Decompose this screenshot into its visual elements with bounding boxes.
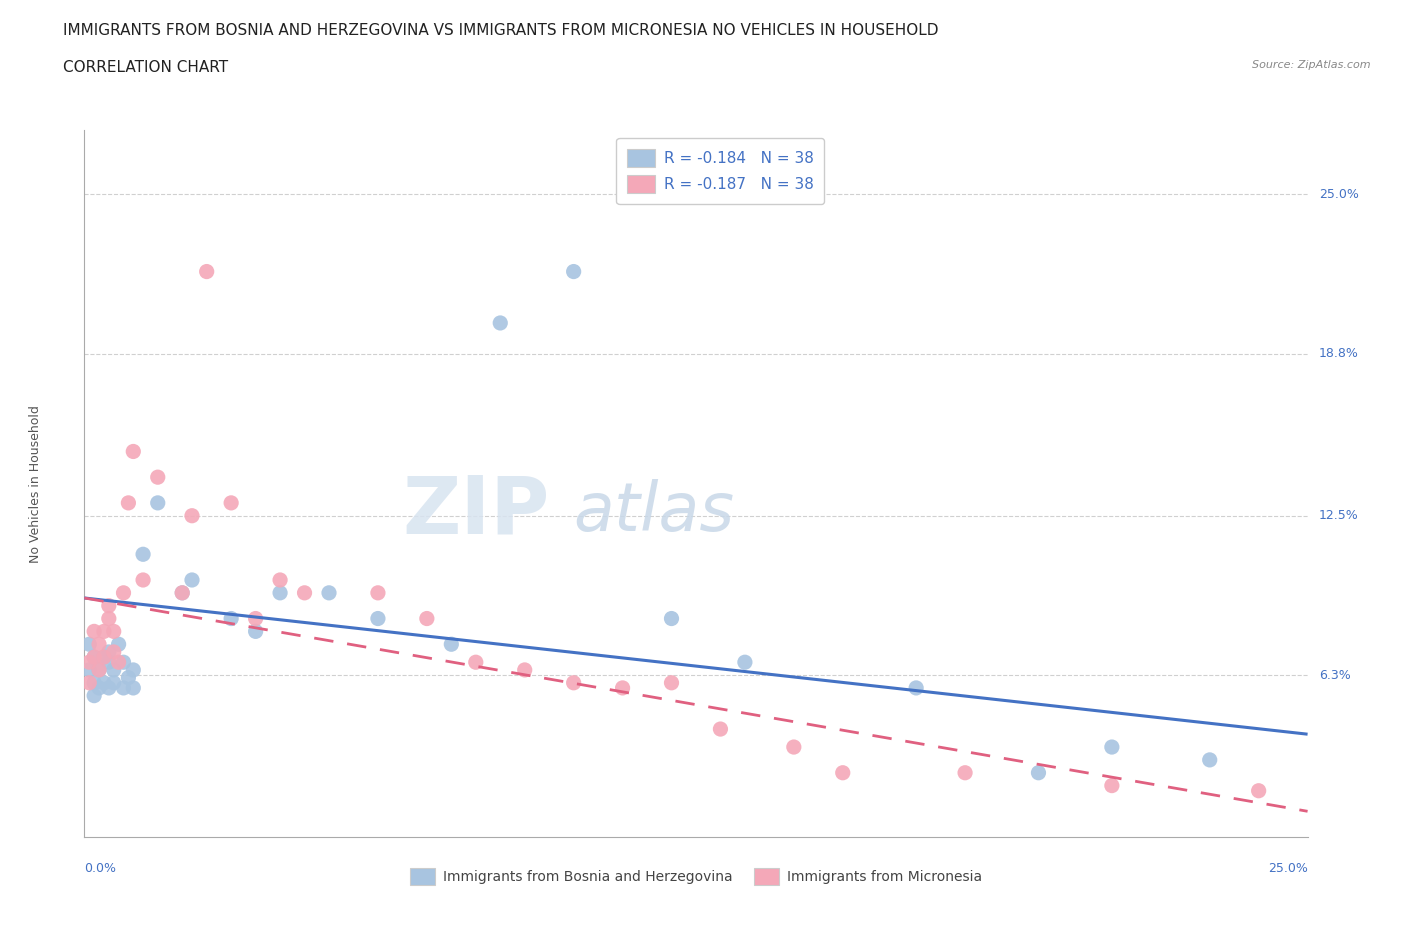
- Point: [1198, 752, 1220, 767]
- Point: [146, 470, 169, 485]
- Point: [97, 644, 120, 659]
- Point: [117, 671, 139, 685]
- Point: [489, 315, 512, 330]
- Point: [831, 765, 853, 780]
- Point: [77, 675, 100, 690]
- Point: [245, 611, 267, 626]
- Point: [122, 662, 145, 677]
- Point: [416, 611, 439, 626]
- Point: [97, 655, 120, 670]
- Point: [87, 637, 110, 652]
- Point: [112, 681, 135, 696]
- Point: [440, 637, 463, 652]
- Point: [661, 611, 683, 626]
- Point: [562, 675, 585, 690]
- Point: [219, 611, 242, 626]
- Text: No Vehicles in Household: No Vehicles in Household: [30, 405, 42, 563]
- Point: [181, 573, 204, 588]
- Point: [107, 637, 129, 652]
- Text: 25.0%: 25.0%: [1319, 188, 1358, 201]
- Point: [709, 722, 731, 737]
- Point: [87, 681, 110, 696]
- Point: [195, 264, 218, 279]
- Point: [294, 585, 316, 600]
- Point: [93, 650, 115, 665]
- Point: [318, 585, 340, 600]
- Point: [464, 655, 486, 670]
- Point: [1247, 783, 1270, 798]
- Text: Source: ZipAtlas.com: Source: ZipAtlas.com: [1253, 60, 1371, 71]
- Point: [172, 585, 194, 600]
- Point: [122, 681, 145, 696]
- Point: [83, 624, 105, 639]
- Legend: Immigrants from Bosnia and Herzegovina, Immigrants from Micronesia: Immigrants from Bosnia and Herzegovina, …: [402, 860, 990, 894]
- Point: [661, 675, 683, 690]
- Point: [132, 573, 155, 588]
- Point: [1028, 765, 1050, 780]
- Point: [122, 444, 145, 458]
- Point: [269, 573, 291, 588]
- Point: [103, 662, 125, 677]
- Text: ZIP: ZIP: [402, 472, 550, 551]
- Point: [269, 585, 291, 600]
- Point: [97, 611, 120, 626]
- Text: 18.8%: 18.8%: [1319, 347, 1358, 360]
- Text: IMMIGRANTS FROM BOSNIA AND HERZEGOVINA VS IMMIGRANTS FROM MICRONESIA NO VEHICLES: IMMIGRANTS FROM BOSNIA AND HERZEGOVINA V…: [63, 23, 939, 38]
- Point: [367, 611, 389, 626]
- Point: [77, 662, 100, 677]
- Point: [783, 739, 806, 754]
- Point: [83, 650, 105, 665]
- Point: [87, 662, 110, 677]
- Point: [953, 765, 976, 780]
- Point: [112, 655, 135, 670]
- Point: [734, 655, 756, 670]
- Point: [87, 662, 110, 677]
- Point: [93, 675, 115, 690]
- Point: [612, 681, 634, 696]
- Point: [181, 509, 204, 524]
- Point: [513, 662, 536, 677]
- Point: [77, 655, 100, 670]
- Point: [97, 598, 120, 613]
- Point: [219, 496, 242, 511]
- Point: [562, 264, 585, 279]
- Point: [107, 655, 129, 670]
- Point: [93, 624, 115, 639]
- Point: [146, 496, 169, 511]
- Point: [103, 644, 125, 659]
- Point: [103, 624, 125, 639]
- Text: 0.0%: 0.0%: [84, 862, 117, 875]
- Text: 6.3%: 6.3%: [1319, 669, 1350, 682]
- Point: [172, 585, 194, 600]
- Point: [83, 688, 105, 703]
- Point: [97, 681, 120, 696]
- Text: 25.0%: 25.0%: [1268, 862, 1308, 875]
- Text: CORRELATION CHART: CORRELATION CHART: [63, 60, 228, 75]
- Point: [1101, 778, 1123, 793]
- Point: [83, 675, 105, 690]
- Point: [117, 496, 139, 511]
- Point: [83, 650, 105, 665]
- Point: [93, 650, 115, 665]
- Point: [245, 624, 267, 639]
- Point: [905, 681, 928, 696]
- Point: [1101, 739, 1123, 754]
- Point: [103, 675, 125, 690]
- Point: [367, 585, 389, 600]
- Point: [112, 585, 135, 600]
- Point: [77, 637, 100, 652]
- Text: 12.5%: 12.5%: [1319, 510, 1358, 523]
- Text: atlas: atlas: [574, 479, 735, 545]
- Point: [132, 547, 155, 562]
